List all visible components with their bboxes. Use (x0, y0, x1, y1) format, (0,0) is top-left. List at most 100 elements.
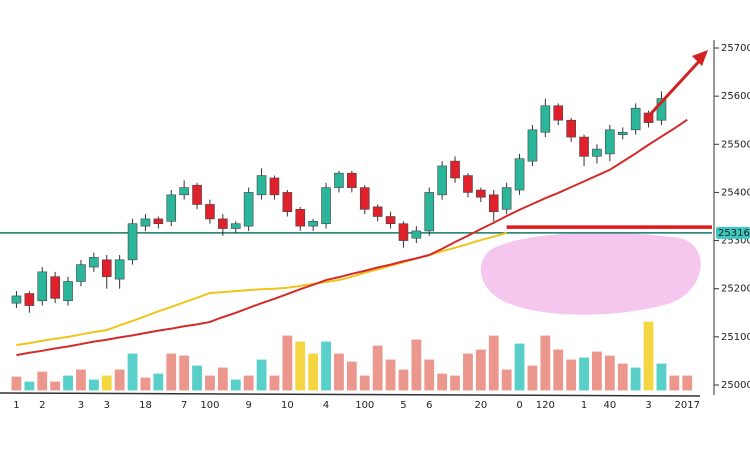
volume-bar (514, 343, 525, 391)
volume-bar (359, 375, 370, 391)
candle-body (385, 216, 396, 225)
candle-body (424, 192, 435, 232)
price-tag (716, 226, 750, 239)
volume-bar (437, 373, 448, 391)
candle-body (63, 281, 73, 302)
plot: 2500025100252002530025400255002560025700… (0, 43, 750, 411)
candle-body (230, 223, 241, 229)
candle-body (24, 293, 35, 306)
x-tick-label: 2017 (675, 400, 700, 411)
moving-average (16, 118, 688, 357)
volume-bar (166, 353, 177, 391)
volume-bar (127, 353, 138, 391)
x-tick-label: 18 (139, 400, 152, 411)
volume-bar (463, 353, 473, 391)
candle-body (101, 259, 112, 277)
candle-body (656, 98, 667, 121)
volume-bar (475, 349, 486, 391)
volume-bar (656, 363, 667, 391)
candle-body (256, 175, 267, 196)
candle-body (347, 172, 357, 188)
candle-body (269, 177, 280, 196)
x-tick-label: 20 (474, 400, 487, 411)
volume-bar (50, 381, 61, 391)
candle-body (411, 230, 422, 239)
candle-body (308, 221, 318, 227)
candle-body (501, 187, 512, 210)
volume-bar (411, 339, 422, 391)
candle-body (127, 223, 138, 261)
candle-body (321, 187, 331, 225)
volume-bar (76, 369, 86, 391)
candle-body (514, 158, 525, 191)
y-tick-label: 25200 (721, 284, 750, 295)
x-tick-label: 3 (645, 400, 651, 411)
volume-bar (566, 359, 577, 391)
candle-body (372, 206, 383, 217)
volume-bar (192, 365, 202, 391)
candle-body (166, 194, 177, 222)
y-tick-label: 25400 (721, 187, 750, 198)
y-tick-label: 25600 (721, 91, 750, 102)
y-tick-label: 25100 (721, 332, 750, 343)
volume-bar (101, 375, 112, 391)
volume-bar (372, 345, 383, 391)
candle-body (37, 271, 48, 302)
volume-bar (243, 375, 254, 391)
volume-bar (88, 379, 99, 391)
candle-body (592, 148, 602, 157)
candle-body (140, 218, 151, 227)
volume-bar (398, 369, 409, 391)
volume-bar (669, 375, 680, 391)
candle-body (488, 194, 499, 212)
candle-body (359, 187, 370, 210)
candle-body (566, 119, 576, 138)
volume-bar (114, 369, 125, 391)
x-tick-label: 100 (355, 400, 374, 411)
y-tick-label: 25500 (721, 139, 750, 150)
x-tick-label: 4 (323, 400, 329, 411)
volume-bar (24, 381, 35, 391)
x-tick-label: 3 (78, 400, 84, 411)
y-tick-label: 25700 (721, 43, 750, 54)
volume-bar (153, 373, 164, 391)
y-tick-label: 25300 (721, 236, 750, 247)
volume-bar (205, 375, 215, 391)
candle-body (617, 131, 628, 135)
candle-body (437, 165, 447, 196)
volume-bar (604, 355, 615, 391)
candle-body (579, 136, 589, 157)
candle-body (334, 172, 344, 188)
volume-bar (37, 371, 48, 391)
volume-bar (230, 379, 241, 391)
volume-bar (179, 355, 190, 391)
volume-bar (217, 367, 228, 391)
x-tick-label: 5 (400, 400, 406, 411)
candle-body (218, 218, 228, 229)
candle-body (630, 107, 641, 131)
candle-body (540, 105, 551, 133)
volume-bar (334, 353, 344, 391)
volume-bar (488, 335, 499, 391)
candle-body (153, 218, 164, 225)
x-tick-label: 120 (536, 400, 555, 411)
x-tick-label: 6 (426, 400, 432, 411)
highlight-blob (480, 232, 701, 315)
x-tick-label: 100 (200, 400, 219, 411)
volume-bar (424, 359, 435, 391)
candle-body (605, 129, 615, 155)
x-tick-label: 9 (245, 400, 251, 411)
volume-bar (450, 375, 460, 391)
candle-body (50, 276, 60, 299)
arrow-head (692, 50, 708, 66)
x-tick-label: 7 (181, 400, 187, 411)
x-tick-label: 2 (39, 400, 45, 411)
volume-bar (346, 361, 357, 391)
price-tag-label: 25316 (718, 228, 750, 239)
x-axis (0, 392, 701, 397)
volume-bar (269, 375, 280, 391)
y-tick-label: 25000 (721, 380, 750, 391)
candle-body (476, 189, 486, 198)
x-tick-label: 0 (516, 400, 522, 411)
